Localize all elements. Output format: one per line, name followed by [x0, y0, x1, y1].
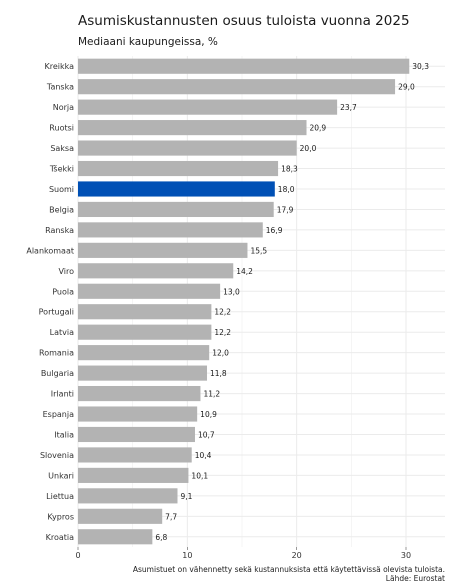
category-label: Irlanti — [51, 390, 74, 399]
category-label: Latvia — [50, 328, 74, 337]
value-label: 23,7 — [340, 103, 357, 112]
bar-slovenia — [78, 447, 192, 463]
value-label: 12,0 — [212, 349, 229, 358]
x-tick-label: 0 — [75, 551, 80, 560]
bar-puola — [78, 283, 221, 299]
bar-latvia — [78, 324, 212, 340]
category-label: Ruotsi — [49, 124, 74, 133]
value-label: 12,2 — [214, 308, 231, 317]
bar-ruotsi — [78, 120, 307, 136]
category-label: Portugali — [39, 308, 74, 317]
value-label: 10,4 — [195, 451, 212, 460]
category-label: Tanska — [46, 83, 74, 92]
value-label: 11,8 — [210, 369, 227, 378]
x-tick-label: 30 — [401, 551, 411, 560]
category-label: Norja — [53, 103, 74, 112]
chart-subtitle: Mediaani kaupungeissa, % — [78, 36, 218, 48]
category-label: Bulgaria — [41, 369, 74, 378]
category-label: Saksa — [50, 144, 74, 153]
category-label: Espanja — [43, 410, 74, 419]
category-label: Kroatia — [46, 533, 75, 542]
value-label: 16,9 — [266, 226, 283, 235]
value-label: 10,7 — [198, 430, 215, 439]
value-label: 18,3 — [281, 165, 298, 174]
category-label: Unkari — [48, 471, 74, 480]
bar-unkari — [78, 467, 189, 483]
value-label: 20,9 — [310, 124, 327, 133]
bar-kypros — [78, 508, 163, 524]
bar-alankomaat — [78, 242, 248, 258]
value-label: 10,1 — [191, 471, 208, 480]
category-label: Kypros — [47, 512, 74, 521]
category-label: Italia — [54, 430, 74, 439]
bar-belgia — [78, 201, 274, 218]
bar-irlanti — [78, 385, 201, 402]
bar-viro — [78, 263, 234, 279]
bar-tšekki — [78, 160, 279, 177]
category-label: Puola — [52, 287, 74, 296]
value-label: 20,0 — [300, 144, 317, 153]
category-label: Liettua — [46, 492, 74, 501]
value-label: 29,0 — [398, 83, 415, 92]
bar-kroatia — [78, 529, 153, 545]
plot-panel — [78, 56, 445, 547]
category-label: Tšekki — [49, 164, 74, 174]
value-label: 12,2 — [214, 328, 231, 337]
bar-italia — [78, 426, 195, 443]
category-label: Alankomaat — [26, 246, 74, 255]
bar-kreikka — [78, 58, 410, 74]
value-label: 9,1 — [180, 492, 192, 501]
category-label: Belgia — [49, 205, 74, 214]
bar-portugali — [78, 304, 212, 320]
bar-espanja — [78, 406, 198, 422]
value-label: 15,5 — [250, 246, 267, 255]
chart-caption-note: Asumistuet on vähennetty sekä kustannuks… — [132, 565, 445, 574]
value-label: 17,9 — [277, 205, 294, 214]
value-label: 13,0 — [223, 287, 240, 296]
bar-suomi — [78, 181, 275, 197]
value-label: 6,8 — [155, 533, 167, 542]
category-label: Ranska — [45, 226, 74, 235]
bar-bulgaria — [78, 365, 208, 381]
value-label: 11,2 — [203, 390, 220, 399]
bar-saksa — [78, 140, 297, 156]
value-label: 18,0 — [278, 185, 295, 194]
bar-romania — [78, 345, 210, 361]
category-label: Kreikka — [44, 62, 74, 71]
value-label: 7,7 — [165, 512, 177, 521]
category-label: Viro — [58, 267, 74, 276]
x-tick-label: 20 — [292, 551, 302, 560]
chart-title: Asumiskustannusten osuus tuloista vuonna… — [78, 13, 410, 29]
bar-norja — [78, 99, 338, 115]
chart-caption-source: Lähde: Eurostat — [385, 574, 445, 583]
value-label: 30,3 — [412, 62, 429, 71]
bar-ranska — [78, 222, 263, 238]
value-label: 14,2 — [236, 267, 253, 276]
category-label: Romania — [39, 349, 74, 358]
value-label: 10,9 — [200, 410, 217, 419]
bar-liettua — [78, 488, 178, 504]
category-label: Slovenia — [40, 451, 74, 460]
bar-tanska — [78, 79, 396, 95]
category-label: Suomi — [49, 185, 74, 194]
x-tick-label: 10 — [182, 551, 192, 560]
